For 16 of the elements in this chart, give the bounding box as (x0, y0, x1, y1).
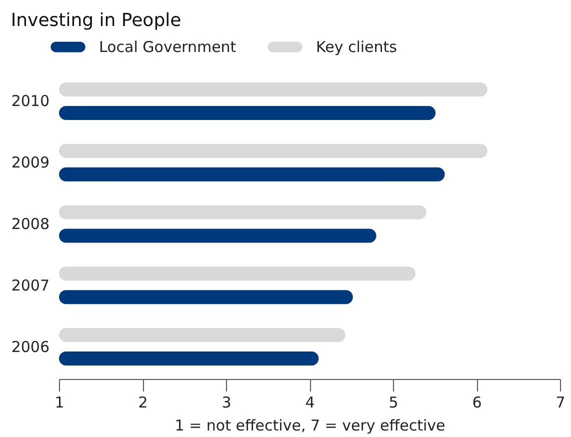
y-tick-label: 2008 (11, 215, 50, 233)
x-tick-label: 5 (388, 394, 398, 412)
y-tick-label: 2006 (11, 338, 50, 356)
legend-label: Local Government (99, 38, 236, 56)
x-tick-label: 4 (305, 394, 315, 412)
x-tick-label: 6 (472, 394, 482, 412)
chart-title: Investing in People (10, 10, 182, 31)
x-tick-label: 1 (54, 394, 64, 412)
y-tick-label: 2010 (11, 92, 50, 110)
y-tick-label: 2007 (11, 276, 50, 294)
x-axis-title: 1 = not effective, 7 = very effective (174, 416, 446, 434)
y-tick-label: 2009 (11, 154, 50, 172)
legend-label: Key clients (316, 38, 398, 56)
x-tick-label: 7 (556, 394, 566, 412)
x-tick-label: 2 (138, 394, 148, 412)
x-tick-label: 3 (222, 394, 232, 412)
